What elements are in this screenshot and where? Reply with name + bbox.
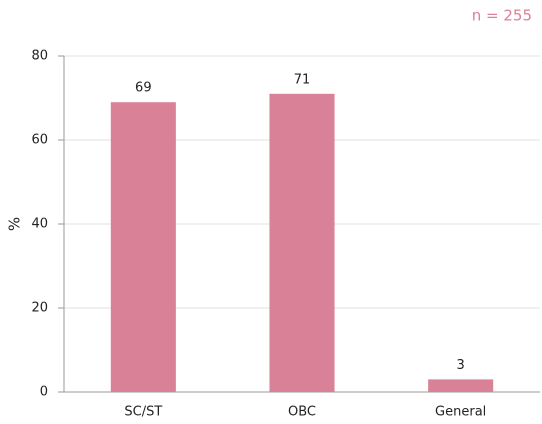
y-tick-label: 80 <box>31 49 48 64</box>
y-tick-label: 60 <box>31 133 48 148</box>
x-tick-label: OBC <box>288 405 316 420</box>
bar <box>269 93 335 393</box>
bar <box>110 102 176 392</box>
x-tick-label: SC/ST <box>124 405 162 420</box>
data-label: 3 <box>457 358 465 373</box>
sample-size: n = 255 <box>472 7 532 25</box>
y-tick-label: 0 <box>40 385 48 400</box>
data-label: 69 <box>135 81 152 96</box>
y-tick-label: 20 <box>31 301 48 316</box>
bar <box>428 379 494 392</box>
data-label: 71 <box>294 72 311 87</box>
y-axis-label: % <box>6 217 24 231</box>
y-tick-label: 40 <box>31 217 48 232</box>
x-tick-label: General <box>435 405 486 420</box>
